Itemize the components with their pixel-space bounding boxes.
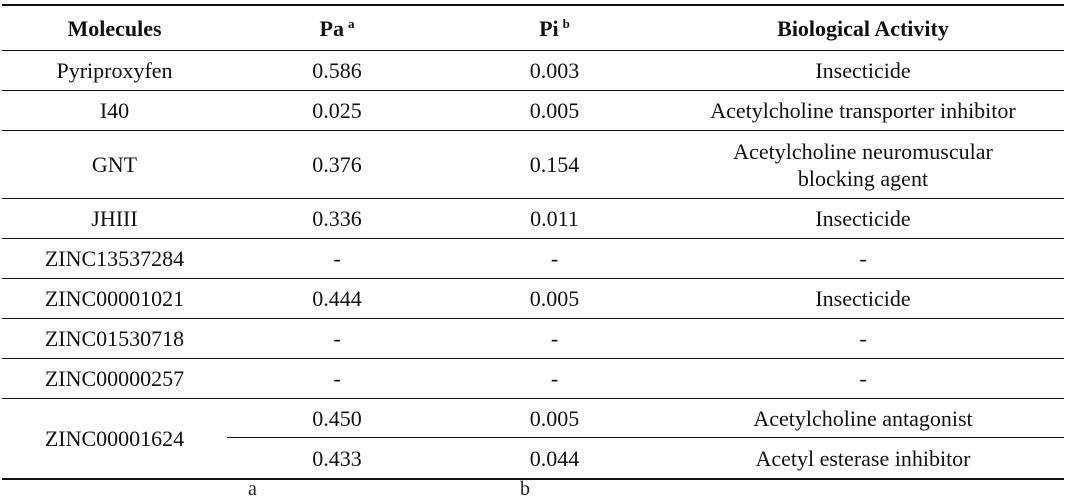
cell-pa: 0.586 bbox=[227, 50, 447, 91]
cell-activity: Insecticide bbox=[662, 198, 1064, 239]
table-row: ZINC00000257 - - - bbox=[2, 358, 1064, 399]
cell-molecule: I40 bbox=[2, 90, 227, 131]
cell-pi: - bbox=[447, 318, 662, 359]
results-table-container: Molecules Pa a Pi b Biological Activity Py… bbox=[2, 4, 1064, 480]
table-row: ZINC01530718 - - - bbox=[2, 318, 1064, 359]
table-row: 0.433 0.044 Acetyl esterase inhibitor bbox=[2, 437, 1064, 480]
cell-molecule: ZINC00001624 bbox=[2, 398, 227, 480]
header-pi-label: Pi bbox=[539, 15, 559, 41]
table-row: ZINC00001624 0.450 0.005 Acetylcholine a… bbox=[2, 398, 1064, 480]
cell-activity-line-2: blocking agent bbox=[797, 165, 929, 191]
header-pa: Pa a bbox=[227, 4, 447, 51]
header-activity-label: Biological Activity bbox=[777, 15, 949, 41]
cell-pa: - bbox=[227, 358, 447, 399]
cell-pa: - bbox=[227, 238, 447, 279]
cell-pi: 0.154 bbox=[447, 130, 662, 199]
cell-pa: 0.433 bbox=[227, 437, 447, 480]
table-row: ZINC13537284 - - - bbox=[2, 238, 1064, 279]
cell-molecule: GNT bbox=[2, 130, 227, 199]
cell-pi: 0.003 bbox=[447, 50, 662, 91]
header-molecules: Molecules bbox=[2, 4, 227, 51]
cell-activity: - bbox=[662, 238, 1064, 279]
cell-molecule: ZINC13537284 bbox=[2, 238, 227, 279]
cell-activity: Acetyl esterase inhibitor bbox=[662, 437, 1064, 480]
cell-activity: Insecticide bbox=[662, 50, 1064, 91]
cell-pi: 0.011 bbox=[447, 198, 662, 239]
cell-pa: 0.444 bbox=[227, 278, 447, 319]
table-row: GNT 0.376 0.154 Acetylcholine neuromuscu… bbox=[2, 130, 1064, 199]
header-pi-footnote-mark: b bbox=[562, 15, 570, 31]
table-row: JHIII 0.336 0.011 Insecticide bbox=[2, 198, 1064, 239]
cell-pa: 0.336 bbox=[227, 198, 447, 239]
cell-pa: 0.025 bbox=[227, 90, 447, 131]
footnote-mark-b: b bbox=[520, 478, 530, 500]
cell-pi: 0.005 bbox=[447, 278, 662, 319]
cell-pi: 0.005 bbox=[447, 398, 662, 438]
header-pa-footnote-mark: a bbox=[347, 15, 355, 31]
cell-activity-line-1: Acetylcholine neuromuscular bbox=[733, 138, 993, 164]
cell-pi: - bbox=[447, 358, 662, 399]
header-molecules-label: Molecules bbox=[67, 15, 162, 41]
cell-molecule: JHIII bbox=[2, 198, 227, 239]
biological-activity-table: Molecules Pa a Pi b Biological Activity Py… bbox=[2, 4, 1064, 480]
cell-activity: Insecticide bbox=[662, 278, 1064, 319]
cell-pa: 0.450 bbox=[227, 398, 447, 438]
cell-pa: 0.376 bbox=[227, 130, 447, 199]
cell-activity: - bbox=[662, 358, 1064, 399]
cell-pi: - bbox=[447, 238, 662, 279]
footnote-mark-a: a bbox=[248, 478, 257, 500]
header-pi: Pi b bbox=[447, 4, 662, 51]
header-pa-label: Pa bbox=[319, 15, 344, 41]
table-row: Pyriproxyfen 0.586 0.003 Insecticide bbox=[2, 50, 1064, 91]
cell-activity: Acetylcholine antagonist bbox=[662, 398, 1064, 438]
table-row: I40 0.025 0.005 Acetylcholine transporte… bbox=[2, 90, 1064, 131]
cell-pi: 0.044 bbox=[447, 437, 662, 480]
header-activity: Biological Activity bbox=[662, 4, 1064, 51]
table-header: Molecules Pa a Pi b Biological Activity bbox=[2, 4, 1064, 51]
table-row: ZINC00001021 0.444 0.005 Insecticide bbox=[2, 278, 1064, 319]
cell-activity: Acetylcholine neuromuscular blocking age… bbox=[662, 130, 1064, 199]
cell-molecule: ZINC00001021 bbox=[2, 278, 227, 319]
cell-activity: Acetylcholine transporter inhibitor bbox=[662, 90, 1064, 131]
header-row: Molecules Pa a Pi b Biological Activity bbox=[2, 4, 1064, 51]
cell-activity: - bbox=[662, 318, 1064, 359]
cell-molecule: Pyriproxyfen bbox=[2, 50, 227, 91]
cell-molecule: ZINC00000257 bbox=[2, 358, 227, 399]
table-body: Pyriproxyfen 0.586 0.003 Insecticide I40… bbox=[2, 50, 1064, 480]
cell-molecule: ZINC01530718 bbox=[2, 318, 227, 359]
cell-pi: 0.005 bbox=[447, 90, 662, 131]
cell-pa: - bbox=[227, 318, 447, 359]
